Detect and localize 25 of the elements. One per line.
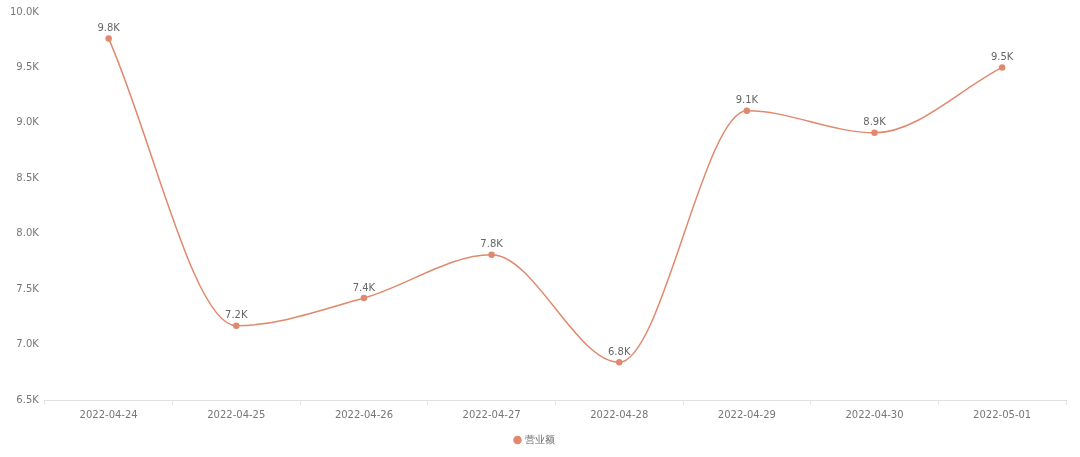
y-tick-label: 9.0K (16, 116, 40, 128)
y-tick-label: 6.5K (16, 393, 40, 405)
y-tick-label: 8.0K (16, 227, 40, 239)
x-tick-label: 2022-05-01 (973, 408, 1032, 420)
y-tick-label: 7.0K (16, 338, 40, 350)
data-label: 6.8K (608, 345, 631, 357)
y-tick-label: 7.5K (16, 282, 40, 294)
x-tick-label: 2022-04-27 (462, 408, 521, 420)
x-tick-label: 2022-04-26 (334, 408, 393, 420)
data-label: 8.9K (863, 116, 887, 128)
x-tick-label: 2022-04-29 (717, 408, 776, 420)
x-tick-label: 2022-04-24 (79, 408, 138, 420)
data-label: 9.1K (735, 94, 759, 106)
x-tick-label: 2022-04-28 (590, 408, 649, 420)
legend-label: 营业额 (525, 433, 555, 445)
data-label: 7.2K (225, 309, 248, 321)
x-tick-label: 2022-04-30 (845, 408, 904, 420)
y-tick-label: 8.5K (16, 171, 40, 183)
x-tick-label: 2022-04-25 (207, 408, 266, 420)
data-label: 9.8K (97, 22, 121, 34)
y-tick-label: 10.0K (10, 5, 40, 17)
data-label: 7.4K (352, 281, 376, 293)
data-label: 7.8K (480, 238, 504, 250)
y-tick-label: 9.5K (16, 61, 40, 73)
data-label: 9.5K (990, 51, 1014, 63)
